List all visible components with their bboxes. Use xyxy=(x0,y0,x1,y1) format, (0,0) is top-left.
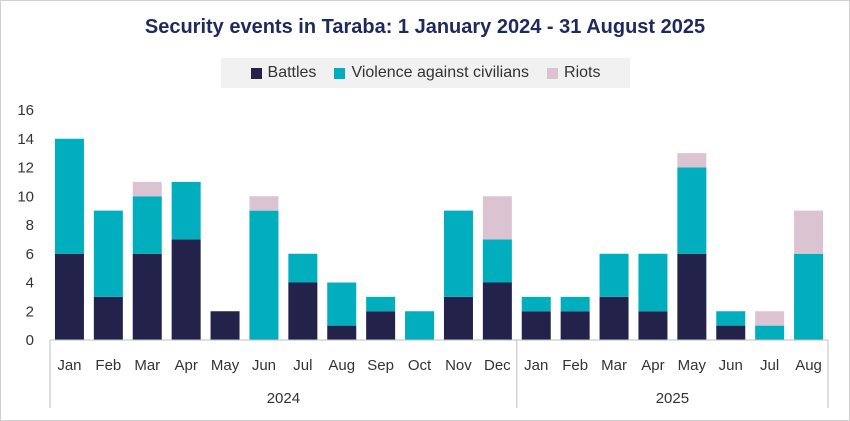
x-tick-label: Nov xyxy=(445,357,472,374)
bar-violence xyxy=(560,296,590,312)
legend-swatch-riots xyxy=(547,67,559,79)
bar-battles xyxy=(677,253,707,340)
x-tick-label: Mar xyxy=(601,357,627,374)
x-tick-label: Jul xyxy=(760,357,779,374)
bar-battles xyxy=(638,311,668,340)
legend-label-riots: Riots xyxy=(564,64,601,81)
bar-violence xyxy=(443,210,473,297)
x-tick-label: Sep xyxy=(367,357,394,374)
x-tick-label: Aug xyxy=(328,357,355,374)
y-tick-label: 6 xyxy=(26,246,34,263)
bar-riots xyxy=(677,153,707,168)
bar-violence xyxy=(638,253,668,312)
y-tick-label: 14 xyxy=(17,131,34,148)
legend-label-battles: Battles xyxy=(267,64,317,81)
bar-violence xyxy=(366,296,396,312)
x-tick-label: May xyxy=(678,357,707,374)
x-tick-label: Dec xyxy=(484,357,511,374)
y-tick-label: 8 xyxy=(26,217,34,234)
x-tick-label: May xyxy=(211,357,240,374)
bar-riots xyxy=(132,181,162,197)
group-label: 2024 xyxy=(267,390,300,407)
x-tick-label: Aug xyxy=(795,357,822,374)
y-tick-label: 4 xyxy=(26,275,34,292)
bar-violence xyxy=(249,210,279,340)
bar-violence xyxy=(677,167,707,254)
bar-battles xyxy=(327,325,357,340)
bar-battles xyxy=(132,253,162,340)
bar-battles xyxy=(599,296,629,340)
bar-battles xyxy=(171,239,201,340)
y-tick-label: 2 xyxy=(26,303,34,320)
bar-riots xyxy=(249,196,279,211)
legend-item-riots: Riots xyxy=(547,64,600,82)
x-tick-label: Oct xyxy=(408,357,432,374)
legend-item-battles: Battles xyxy=(250,64,317,82)
bar-violence xyxy=(794,253,824,340)
y-tick-label: 12 xyxy=(17,160,34,177)
bar-battles xyxy=(443,296,473,340)
legend-label-violence: Violence against civilians xyxy=(351,64,530,81)
y-tick-label: 10 xyxy=(17,188,34,205)
bar-battles xyxy=(54,253,84,340)
bar-battles xyxy=(521,311,551,340)
x-tick-label: Jul xyxy=(293,357,312,374)
x-tick-label: Jan xyxy=(57,357,81,374)
bar-violence xyxy=(93,210,123,297)
x-tick-label: Feb xyxy=(562,357,588,374)
bar-violence xyxy=(716,311,746,326)
legend-swatch-violence xyxy=(334,67,346,79)
bar-battles xyxy=(716,325,746,340)
bar-riots xyxy=(755,311,785,326)
bar-violence xyxy=(171,181,201,240)
bar-battles xyxy=(560,311,590,340)
group-label: 2025 xyxy=(656,390,689,407)
y-tick-label: 16 xyxy=(17,102,34,119)
x-tick-label: Jan xyxy=(524,357,548,374)
bar-violence xyxy=(54,138,84,254)
bar-violence xyxy=(132,196,162,254)
bar-violence xyxy=(327,282,357,326)
bar-battles xyxy=(366,311,396,340)
x-tick-label: Jun xyxy=(719,357,743,374)
bar-riots xyxy=(794,210,824,254)
bar-battles xyxy=(288,282,318,340)
bar-violence xyxy=(482,239,512,283)
x-tick-label: Feb xyxy=(95,357,121,374)
bar-battles xyxy=(482,282,512,340)
bar-battles xyxy=(93,296,123,340)
bar-riots xyxy=(482,196,512,240)
x-tick-label: Apr xyxy=(641,357,664,374)
x-tick-label: Apr xyxy=(174,357,197,374)
x-tick-label: Jun xyxy=(252,357,276,374)
bar-violence xyxy=(521,296,551,312)
y-tick-label: 0 xyxy=(26,332,34,349)
bar-battles xyxy=(210,311,240,340)
bar-violence xyxy=(405,311,435,340)
legend: Battles Violence against civilians Riots xyxy=(221,58,630,88)
bar-violence xyxy=(755,325,785,340)
legend-item-violence: Violence against civilians xyxy=(334,64,529,82)
x-tick-label: Mar xyxy=(134,357,160,374)
chart-title: Security events in Taraba: 1 January 202… xyxy=(144,16,706,38)
bar-violence xyxy=(599,253,629,297)
legend-swatch-battles xyxy=(250,67,262,79)
bar-violence xyxy=(288,253,318,283)
